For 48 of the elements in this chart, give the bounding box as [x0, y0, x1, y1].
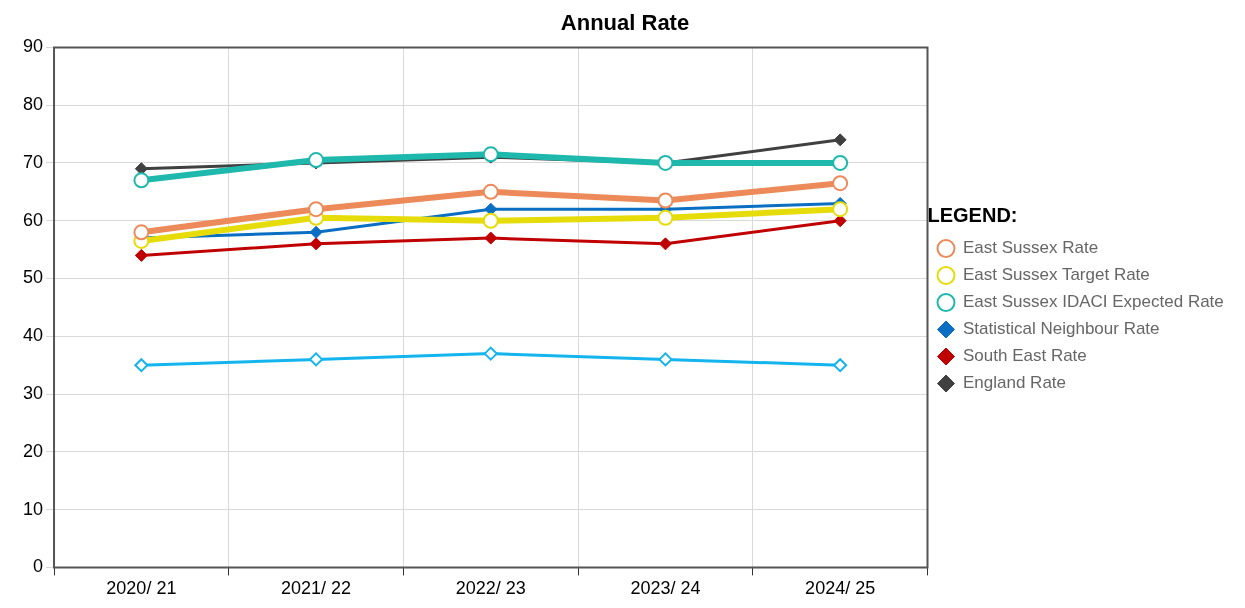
legend-label: South East Rate [963, 346, 1087, 366]
point [658, 352, 673, 367]
y-tick-label: 60 [22, 209, 44, 230]
point [133, 224, 150, 241]
point [309, 225, 323, 239]
point [482, 183, 499, 200]
y-tick-label: 50 [22, 267, 44, 288]
point [657, 209, 674, 226]
point [833, 214, 847, 228]
y-tick-label: 20 [22, 440, 44, 461]
y-tick-label: 90 [22, 36, 44, 57]
point [482, 146, 499, 163]
y-tick-label: 10 [22, 498, 44, 519]
point [658, 237, 672, 251]
point [833, 358, 848, 373]
y-tick-label: 30 [22, 383, 44, 404]
legend-title: LEGEND: [927, 203, 1018, 226]
point [134, 248, 148, 262]
chart-title: Annual Rate [560, 10, 690, 36]
point [133, 172, 150, 189]
point [657, 192, 674, 209]
point [484, 231, 498, 245]
legend-label: Statistical Neighbour Rate [963, 319, 1160, 339]
x-tick-label: 2024/ 25 [805, 578, 876, 599]
point [832, 154, 849, 171]
point [484, 202, 498, 216]
point [308, 152, 325, 169]
legend-label: England Rate [963, 373, 1067, 393]
point [309, 237, 323, 251]
legend-label: East Sussex Target Rate [963, 265, 1150, 285]
point [833, 133, 847, 147]
x-tick-label: 2020/ 21 [106, 578, 177, 599]
point [832, 175, 849, 192]
y-tick-label: 0 [33, 556, 44, 577]
legend-label: East Sussex Rate [963, 238, 1099, 258]
point [482, 212, 499, 229]
y-tick-label: 80 [22, 94, 44, 115]
point [309, 352, 324, 367]
x-tick-label: 2022/ 23 [455, 578, 526, 599]
x-tick-label: 2021/ 22 [281, 578, 352, 599]
point [308, 201, 325, 218]
point [134, 358, 149, 373]
y-tick-label: 70 [22, 151, 44, 172]
x-tick-label: 2023/ 24 [630, 578, 701, 599]
y-tick-label: 40 [22, 325, 44, 346]
legend-label: East Sussex IDACI Expected Rate [963, 292, 1224, 312]
point [832, 201, 849, 218]
point [483, 346, 498, 361]
